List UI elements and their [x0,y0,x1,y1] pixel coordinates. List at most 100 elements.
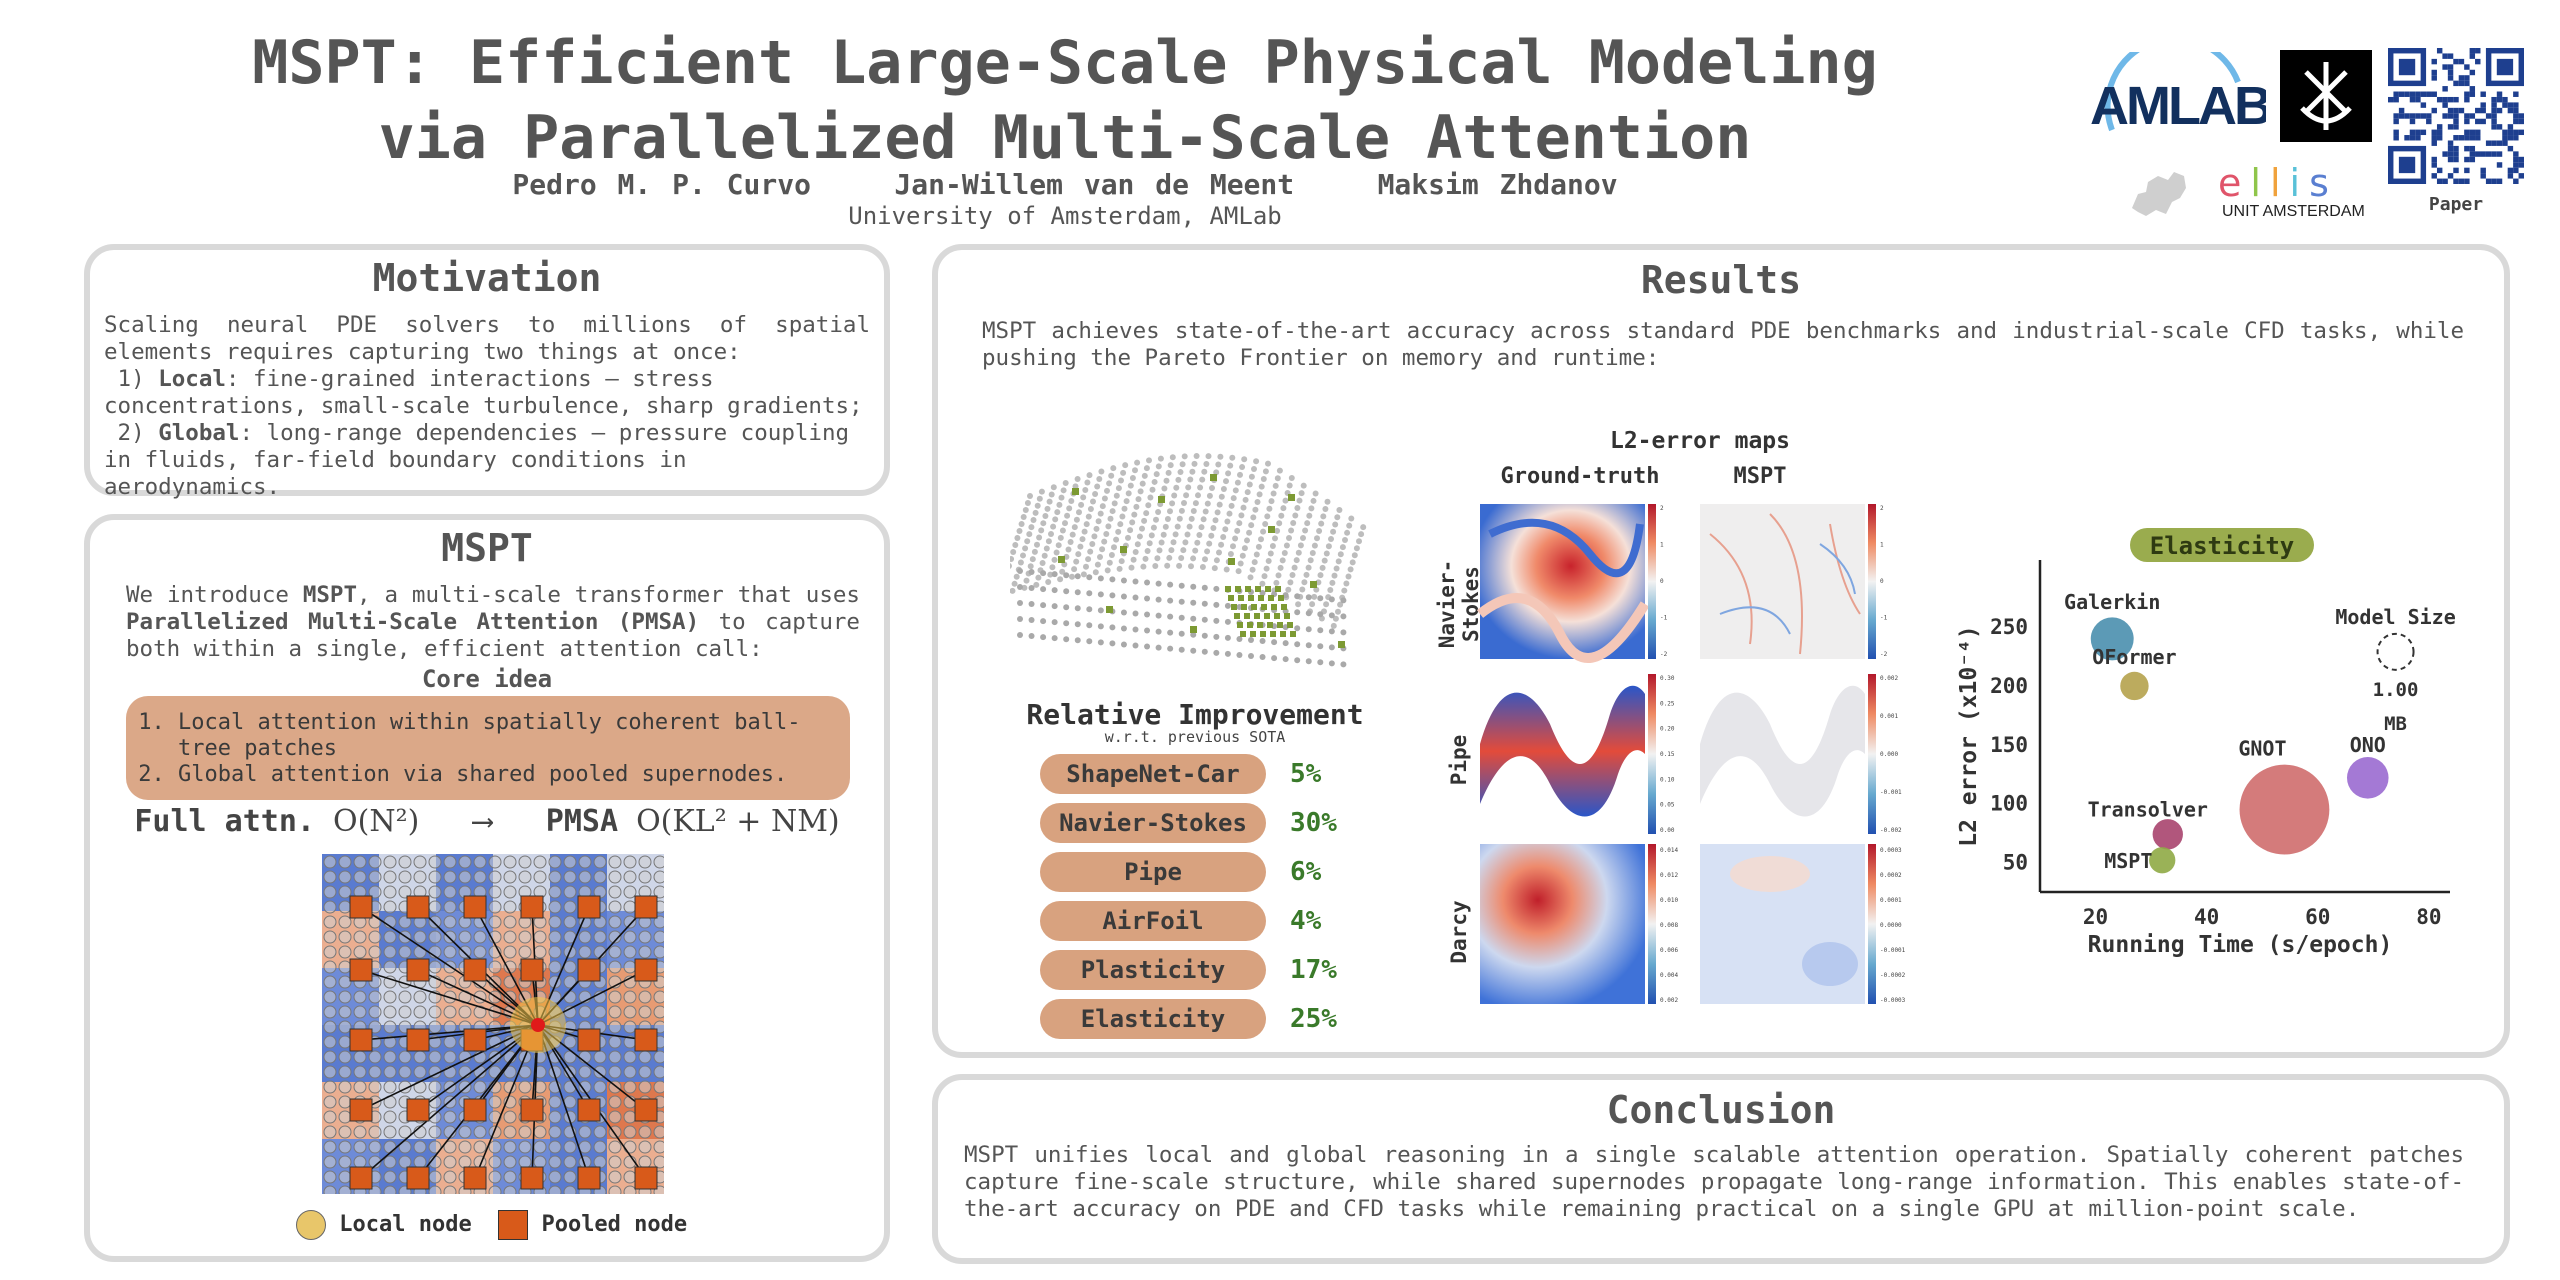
size-legend-title: Model Size [2335,605,2455,629]
author-1: Pedro M. P. Curvo [512,168,811,201]
car-surface-point [1027,493,1033,499]
qr-module [2502,135,2508,141]
qr-module [2480,118,2486,125]
local-node [488,1155,502,1169]
car-side-point [1340,661,1347,668]
local-node [503,1170,517,1184]
car-side-point [1340,597,1347,604]
local-node [608,1185,622,1199]
car-side-point [1144,611,1151,618]
improvement-value-elasticity: 25% [1290,1004,1337,1034]
local-node [548,915,562,929]
pooled-node [634,958,658,982]
car-surface-point [1033,581,1040,588]
car-surface-point [1239,464,1246,471]
qr-module [2458,107,2465,114]
qr-module [2393,91,2399,97]
car-surface-point [1222,526,1229,533]
car-surface-point [1135,496,1142,503]
local-node [548,930,562,944]
qr-module [2409,96,2416,103]
x-tick-label: 40 [2194,905,2219,929]
car-surface-point [1277,564,1284,571]
qr-module [2458,135,2465,141]
car-surface-point [1052,516,1059,523]
car-surface-point [1251,559,1258,566]
qr-module [2458,80,2465,87]
local-node [428,1080,442,1094]
car-surface-point [1179,461,1186,468]
qr-module [2431,69,2437,76]
car-surface-point [1110,465,1117,472]
local-node [323,960,337,974]
car-surface-point [1065,546,1072,553]
car-surface-point [1347,566,1354,573]
car-side-point [1317,659,1324,666]
car-surface-point [1332,615,1339,622]
car-surface-point [1101,495,1108,502]
car-surface-point [1111,500,1118,507]
car-surface-point [1118,558,1125,565]
car-surface-point [1072,483,1079,490]
car-surface-point [1097,510,1104,517]
car-surface-point [1174,523,1181,530]
qr-module [2513,91,2519,97]
local-node [323,1125,337,1139]
car-surface-point [1250,514,1257,521]
car-surface-point [1132,467,1138,474]
size-legend-unit: MB [2384,713,2407,735]
qr-module [2436,167,2443,174]
patch-point [1280,631,1286,637]
qr-module [2507,124,2514,130]
qr-code[interactable] [2388,48,2524,184]
car-surface-point [1334,514,1341,521]
colorbar-tick-label: 0.00 [1660,827,1675,834]
car-side-point [1155,644,1162,651]
local-node [653,855,667,869]
car-side-point [1305,610,1312,617]
local-node [653,1140,667,1154]
car-surface-point [1142,555,1149,562]
local-node [593,1065,607,1079]
conclusion-title: Conclusion [1606,1088,1836,1132]
car-surface-point [1201,468,1208,475]
car-side-point [1097,575,1104,582]
local-node [323,870,337,884]
car-surface-point [1091,533,1098,540]
local-node [443,1035,457,1049]
full-attn-label: Full attn. [134,804,315,839]
car-side-point [1167,629,1174,636]
chart-title: Elasticity [2150,532,2295,560]
car-surface-point [1306,512,1313,519]
qr-module [2491,140,2497,146]
car-surface-point [1192,500,1199,507]
local-node [338,870,352,884]
qr-module [2513,113,2519,119]
car-surface-point [1238,512,1245,519]
car-surface-point [1330,622,1337,629]
car-surface-point [1117,521,1124,528]
qr-module [2393,118,2399,125]
x-axis-label: Running Time (s/epoch) [2088,932,2393,958]
local-node [413,1050,427,1064]
car-surface-point [1139,480,1146,487]
local-node [368,885,382,899]
car-side-point [1086,638,1093,645]
y-tick-label: 200 [1990,674,2028,698]
local-node [323,885,337,899]
colorbar-tick-label: 0 [1880,578,1884,585]
car-surface-point [1227,551,1234,558]
qr-module [2453,178,2459,184]
pooled-node [520,1166,544,1190]
car-side-point [1017,584,1023,590]
qr-module [2442,151,2448,157]
local-node [488,855,502,869]
scatter-point-oformer [2120,671,2149,701]
qr-module [2507,129,2514,136]
car-surface-point [1013,573,1020,580]
improvement-pill-navier-stokes: Navier-Stokes [1040,803,1266,843]
darcy-ground-truth-map [1480,844,1645,1004]
local-node [338,1155,352,1169]
car-surface-point [1014,535,1021,541]
amlab-logo-text: AMLAB [2090,76,2266,136]
